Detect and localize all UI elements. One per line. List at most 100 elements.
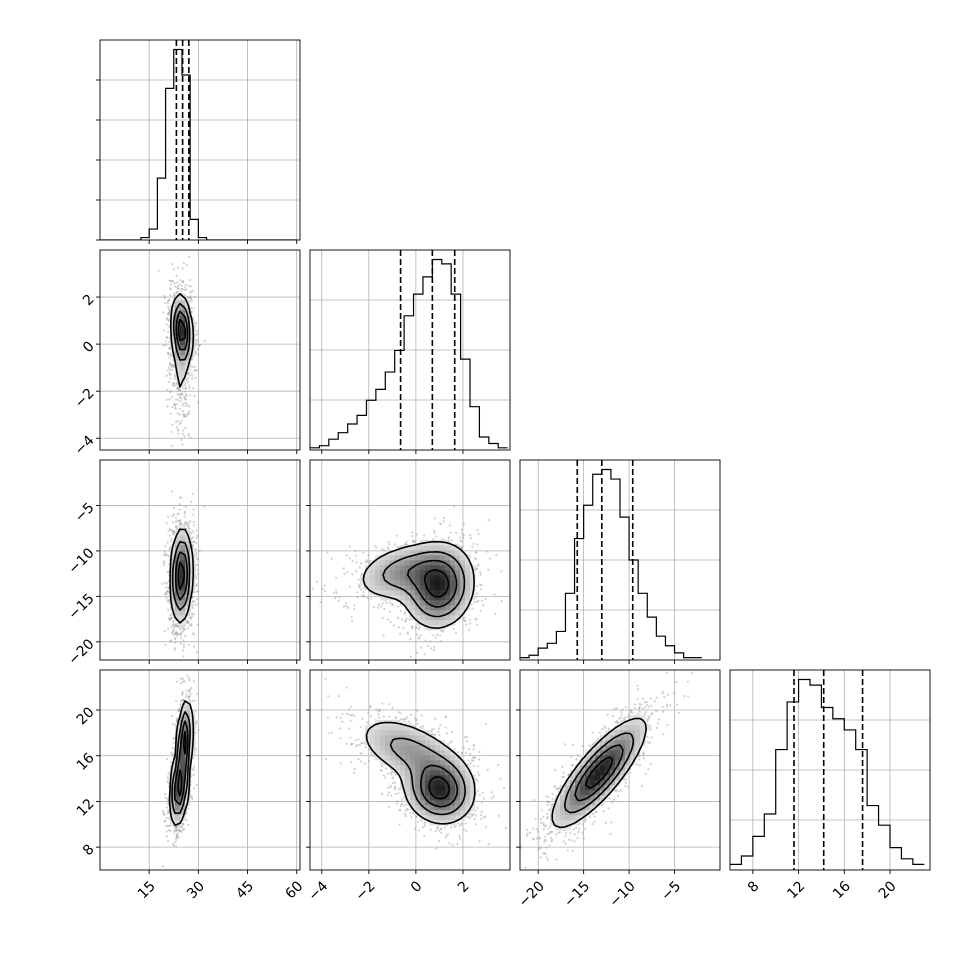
sample-point <box>184 521 187 524</box>
sample-point <box>169 618 172 621</box>
axes-frame <box>309 249 511 451</box>
density-cell <box>405 560 411 566</box>
density-cell <box>455 555 461 561</box>
sample-point <box>176 403 179 406</box>
density-cell <box>385 575 391 581</box>
sample-point <box>180 522 183 526</box>
sample-point <box>472 542 475 545</box>
density-cell <box>185 305 191 311</box>
sample-point <box>411 531 414 534</box>
sample-point <box>184 283 187 287</box>
density-cell <box>445 550 451 556</box>
density-cell <box>440 575 446 581</box>
sample-point <box>192 633 195 636</box>
density-cell <box>430 620 436 626</box>
axes-frame <box>99 249 301 451</box>
density-cell <box>365 570 371 576</box>
sample-point <box>185 622 188 625</box>
sample-point <box>203 505 206 508</box>
sample-point <box>182 415 185 418</box>
sample-point <box>196 623 200 626</box>
sample-point <box>174 624 178 628</box>
density-cell <box>170 330 176 336</box>
density-cell <box>180 525 186 531</box>
density-cell <box>370 580 376 586</box>
density-cell <box>440 545 446 551</box>
sample-point <box>179 290 183 293</box>
sample-point <box>167 353 170 356</box>
density-cells <box>170 525 196 626</box>
density-cell <box>440 565 446 571</box>
sample-point <box>180 284 184 288</box>
sample-point <box>172 364 175 367</box>
sample-point <box>179 522 182 525</box>
sample-point <box>176 834 179 837</box>
contour-level <box>362 540 475 629</box>
sample-point <box>176 381 179 384</box>
sample-point <box>411 625 414 628</box>
density-cell <box>440 605 446 611</box>
x-tick-label: 8 <box>745 878 763 896</box>
sample-point <box>192 600 195 603</box>
sample-point <box>181 690 184 694</box>
sample-point <box>173 507 176 510</box>
sample-point <box>164 340 167 343</box>
density-cell <box>445 610 451 616</box>
sample-point <box>173 624 176 627</box>
density-cell <box>175 310 181 316</box>
sample-point <box>181 432 185 435</box>
sample-point <box>186 620 189 623</box>
sample-point <box>184 521 187 524</box>
density-cell <box>445 590 451 596</box>
density-cell <box>180 340 186 346</box>
sample-point <box>176 290 179 293</box>
sample-point <box>178 628 182 631</box>
sample-point <box>187 296 191 299</box>
sample-point <box>181 385 184 388</box>
density-cell <box>465 575 471 581</box>
sample-point <box>385 601 388 605</box>
sample-point <box>172 282 176 285</box>
density-cell <box>185 340 191 346</box>
sample-point <box>330 557 333 560</box>
sample-point <box>196 332 199 336</box>
density-cell <box>410 600 416 606</box>
sample-point <box>172 364 175 368</box>
density-cell <box>175 295 181 301</box>
sample-point <box>181 393 184 396</box>
sample-point <box>449 531 452 534</box>
sample-point <box>176 624 179 627</box>
density-cell <box>465 595 471 601</box>
density-cell <box>410 615 416 621</box>
sample-point <box>183 435 186 438</box>
sample-point <box>172 628 175 631</box>
density-cell <box>175 535 181 541</box>
sample-point <box>377 606 380 609</box>
density-cell <box>405 565 411 571</box>
contour-level <box>382 551 466 618</box>
density-cell <box>395 570 401 576</box>
sample-point <box>195 563 199 566</box>
sample-point <box>405 619 408 622</box>
sample-point <box>346 606 350 609</box>
sample-point <box>196 534 199 537</box>
sample-point <box>338 596 341 599</box>
sample-point <box>399 632 402 636</box>
sample-point <box>381 602 384 605</box>
sample-point <box>193 394 196 397</box>
density-cell <box>395 575 401 581</box>
sample-point <box>181 267 184 270</box>
density-cell <box>440 555 446 561</box>
density-cell <box>440 610 446 616</box>
sample-point <box>474 558 478 561</box>
sample-point <box>169 354 173 357</box>
sample-point <box>182 402 185 405</box>
sample-point <box>187 432 190 436</box>
sample-point <box>177 625 180 628</box>
density-cell <box>400 595 406 601</box>
sample-point <box>350 615 353 619</box>
density-cell <box>430 590 436 596</box>
sample-point <box>172 513 175 516</box>
sample-point <box>203 339 206 342</box>
density-cell <box>450 565 456 571</box>
